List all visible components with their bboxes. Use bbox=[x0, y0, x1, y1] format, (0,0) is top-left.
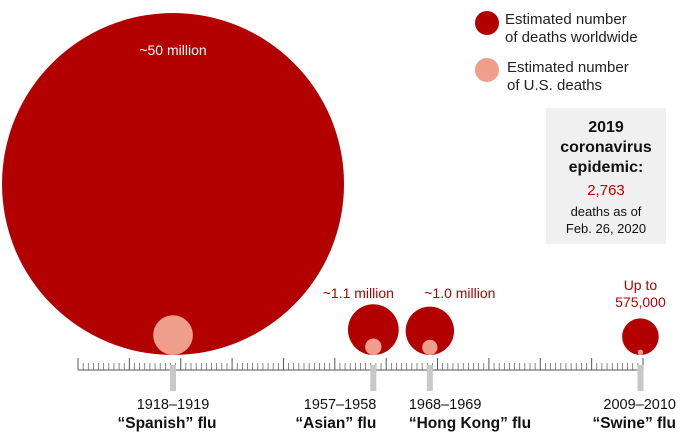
years-label-3: 2009–2010 bbox=[603, 397, 676, 413]
us-bubble-3 bbox=[637, 349, 644, 356]
callout-value: 2,763 bbox=[587, 182, 625, 199]
us-bubble-1 bbox=[365, 338, 382, 355]
years-label-2: 1968–1969 bbox=[409, 397, 482, 413]
value-label-3-line2: 575,000 bbox=[615, 294, 666, 310]
value-label-3-line1: Up to bbox=[624, 277, 658, 293]
us-bubble-2 bbox=[422, 339, 438, 356]
callout-title-line1: 2019 bbox=[588, 119, 624, 136]
legend-swatch-worldwide bbox=[475, 11, 499, 35]
legend-us-line2: of U.S. deaths bbox=[507, 77, 602, 94]
bubbles bbox=[2, 13, 659, 356]
legend-us-line1: Estimated number bbox=[507, 59, 629, 76]
legend-worldwide-line1: Estimated number bbox=[505, 11, 627, 28]
value-label-0: ~50 million bbox=[139, 42, 206, 58]
value-label-1: ~1.1 million bbox=[323, 285, 394, 301]
event-marker-1 bbox=[370, 365, 377, 391]
worldwide-bubble-1 bbox=[347, 304, 399, 355]
callout-title-line2: coronavirus bbox=[560, 139, 652, 156]
event-marker-0 bbox=[170, 365, 177, 391]
coronavirus-callout: 2019 coronavirus epidemic: 2,763 deaths … bbox=[546, 108, 666, 244]
years-label-1: 1957–1958 bbox=[304, 397, 377, 413]
name-label-3: “Swine” flu bbox=[592, 415, 676, 432]
name-label-1: “Asian” flu bbox=[295, 415, 376, 432]
us-bubble-0 bbox=[153, 315, 193, 355]
timeline-axis bbox=[77, 358, 644, 391]
worldwide-bubble-3 bbox=[622, 318, 659, 355]
labels: 1918–1919 “Spanish” flu ~50 million 1957–19… bbox=[117, 42, 676, 432]
name-label-2: “Hong Kong” flu bbox=[409, 415, 531, 432]
value-label-2: ~1.0 million bbox=[424, 285, 495, 301]
name-label-0: “Spanish” flu bbox=[117, 415, 216, 432]
legend-worldwide-line2: of deaths worldwide bbox=[505, 29, 638, 46]
callout-note-line1: deaths as of bbox=[571, 204, 642, 219]
event-marker-2 bbox=[426, 365, 433, 391]
legend-swatch-us bbox=[475, 58, 499, 82]
callout-box bbox=[546, 108, 666, 244]
callout-title-line3: epidemic: bbox=[569, 159, 644, 176]
callout-note-line2: Feb. 26, 2020 bbox=[566, 221, 646, 236]
years-label-0: 1918–1919 bbox=[137, 397, 210, 413]
worldwide-bubble-2 bbox=[405, 306, 455, 355]
legend: Estimated number of deaths worldwide Est… bbox=[475, 11, 638, 94]
event-marker-3 bbox=[637, 365, 644, 391]
worldwide-bubble-0 bbox=[2, 13, 345, 355]
